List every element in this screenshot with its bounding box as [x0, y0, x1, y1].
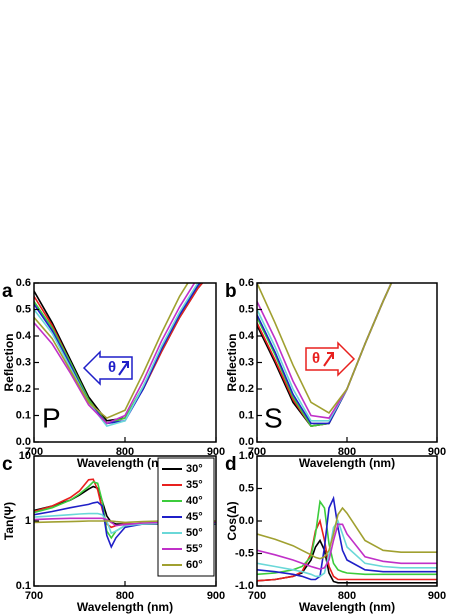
y-tick-label: 0.1 — [16, 580, 31, 592]
x-tick-label: 700 — [248, 590, 266, 602]
axes-frame — [256, 455, 438, 587]
series-line — [257, 283, 393, 427]
panel-label: a — [2, 281, 13, 302]
y-tick-label: 0.1 — [16, 409, 31, 421]
x-axis-label: Wavelength (nm) — [299, 456, 395, 470]
y-tick-label: 1 — [25, 515, 31, 527]
y-tick-label: 0.6 — [16, 277, 31, 289]
plot-area — [34, 283, 204, 428]
y-tick-label: 0.0 — [239, 515, 254, 527]
polarization-label: P — [42, 402, 61, 433]
series-line — [34, 283, 202, 425]
arrow-outline — [82, 350, 133, 386]
series-line — [257, 283, 393, 414]
y-axis-label: Cos(Δ) — [225, 501, 239, 540]
y-tick-label: 0.3 — [16, 356, 31, 368]
legend-label: 60° — [186, 559, 203, 571]
series-line — [257, 506, 437, 560]
legend-label: 50° — [186, 527, 203, 539]
series-line — [257, 538, 437, 584]
x-tick-label: 900 — [428, 446, 446, 458]
y-axis-label: Reflection — [2, 333, 16, 391]
y-tick-label: 0.0 — [239, 436, 254, 448]
y-tick-label: 10 — [19, 450, 31, 462]
series-line — [34, 283, 196, 425]
y-tick-label: 0.5 — [239, 482, 254, 494]
x-tick-label: 900 — [207, 590, 225, 602]
panel-label: b — [225, 281, 237, 302]
angle-symbol: θ — [312, 350, 320, 367]
series-line — [257, 283, 393, 427]
x-tick-label: 800 — [338, 446, 356, 458]
y-tick-label: 0.2 — [239, 383, 254, 395]
angle-symbol: θ — [108, 359, 116, 376]
series-line — [257, 519, 437, 578]
y-tick-label: -0.5 — [235, 547, 254, 559]
series-line — [257, 523, 437, 570]
legend-label: 35° — [186, 479, 203, 491]
series-line — [34, 283, 189, 420]
x-tick-label: 900 — [428, 590, 446, 602]
y-tick-label: 0.3 — [239, 356, 254, 368]
x-tick-label: 700 — [25, 590, 43, 602]
plot-area — [257, 283, 393, 427]
y-tick-label: 0.0 — [16, 436, 31, 448]
y-tick-label: 1.0 — [239, 450, 254, 462]
series-line — [257, 283, 393, 427]
plot-area — [257, 495, 437, 584]
series-line — [257, 518, 437, 582]
x-tick-label: 900 — [207, 446, 225, 458]
y-axis-label: Tan(Ψ) — [2, 502, 16, 540]
y-tick-label: -1.0 — [235, 580, 254, 592]
series-line — [257, 283, 393, 419]
arrow-head — [122, 361, 129, 368]
x-axis-label: Wavelength (nm) — [77, 456, 173, 470]
polarization-label: S — [264, 402, 283, 433]
x-tick-label: 800 — [338, 590, 356, 602]
arrow-glyph — [118, 361, 129, 376]
x-axis-label: Wavelength (nm) — [299, 600, 395, 614]
y-tick-label: 0.1 — [239, 409, 254, 421]
x-tick-label: 700 — [25, 446, 43, 458]
legend-label: 45° — [186, 511, 203, 523]
y-tick-label: 0.4 — [16, 330, 32, 342]
series-line — [257, 495, 437, 581]
y-axis-label: Reflection — [225, 333, 239, 391]
legend-label: 30° — [186, 463, 203, 475]
series-line — [34, 283, 199, 428]
x-axis-label: Wavelength (nm) — [77, 600, 173, 614]
y-tick-label: 0.6 — [239, 277, 254, 289]
angle-arrow-a: θ — [82, 350, 133, 386]
y-tick-label: 0.5 — [239, 303, 254, 315]
arrow-glyph — [323, 352, 334, 367]
y-tick-label: 0.2 — [16, 383, 31, 395]
panel-label: d — [225, 454, 237, 475]
panel-label: c — [2, 454, 13, 475]
arrow-head — [327, 352, 334, 359]
y-tick-label: 0.5 — [16, 303, 31, 315]
x-tick-label: 800 — [116, 590, 134, 602]
x-tick-label: 800 — [116, 446, 134, 458]
x-tick-label: 700 — [248, 446, 266, 458]
legend-label: 40° — [186, 495, 203, 507]
y-tick-label: 0.4 — [239, 330, 255, 342]
angle-arrow-b: θ — [305, 341, 356, 377]
legend-label: 55° — [186, 543, 203, 555]
